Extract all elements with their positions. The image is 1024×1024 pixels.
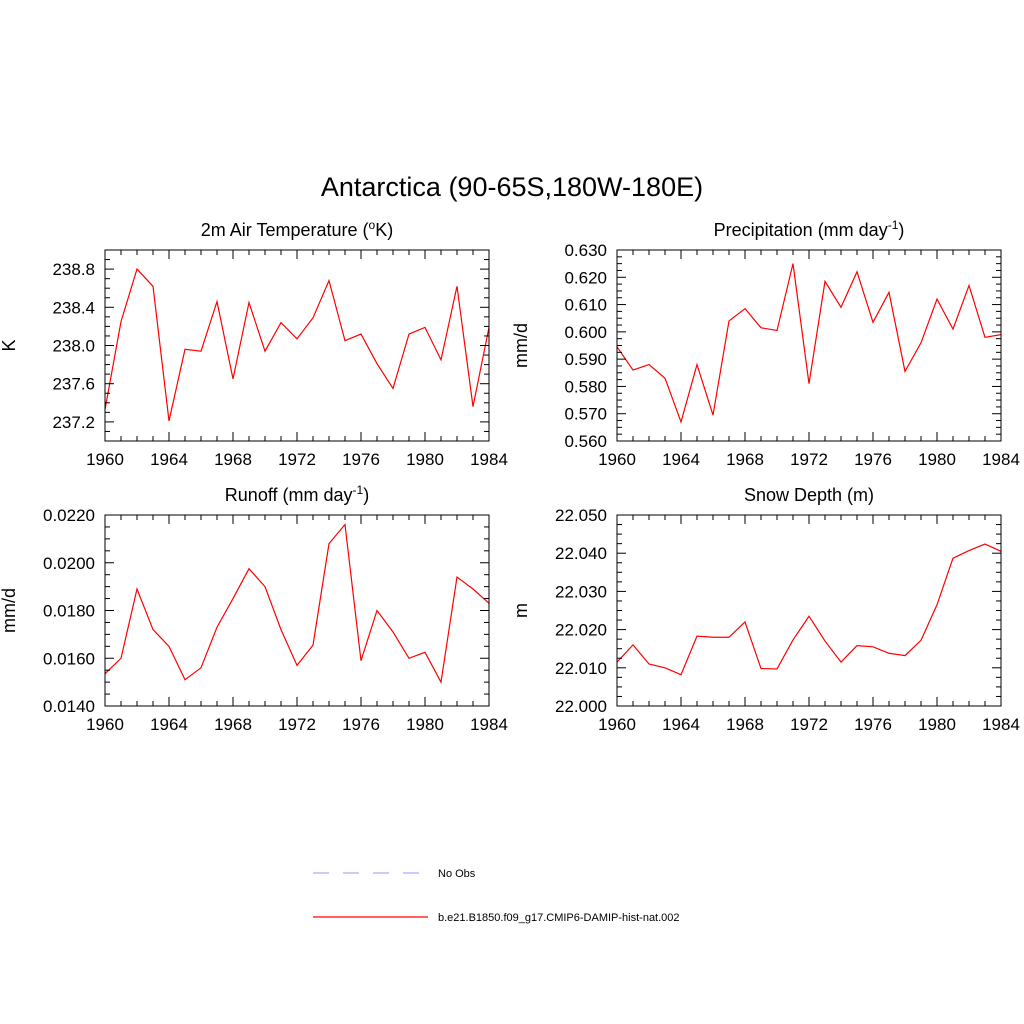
- x-tick-label: 1968: [726, 715, 764, 734]
- x-tick-label: 1960: [86, 715, 124, 734]
- y-tick-label: 0.610: [564, 296, 607, 315]
- panel-title: Snow Depth (m): [744, 485, 874, 505]
- x-tick-label: 1972: [790, 450, 828, 469]
- legend-label-2: b.e21.B1850.f09_g17.CMIP6-DAMIP-hist-nat…: [438, 912, 680, 924]
- chart-panel-3: Runoff (mm day-1) 1960 1964 1968 1972 1976 198…: [0, 483, 508, 734]
- x-tick-label: 1964: [150, 715, 188, 734]
- x-tick-label: 1984: [982, 715, 1020, 734]
- y-tick-label: 22.050: [555, 506, 607, 525]
- x-tick-label: 1976: [342, 450, 380, 469]
- x-tick-label: 1980: [406, 450, 444, 469]
- x-tick-label: 1972: [278, 450, 316, 469]
- chart-panel-4: Snow Depth (m) 1960 1964 1968 1972 1976 1980 19…: [511, 485, 1020, 734]
- series-line: [105, 267, 489, 422]
- plot-frame: [616, 249, 1002, 442]
- y-axis-label: m: [511, 603, 531, 618]
- x-tick-label: 1964: [662, 450, 700, 469]
- y-tick-label: 0.590: [564, 350, 607, 369]
- x-tick-label: 1968: [214, 715, 252, 734]
- legend-label-1: No Obs: [438, 868, 476, 880]
- x-tick-label: 1964: [150, 450, 188, 469]
- x-tick-label: 1980: [918, 715, 956, 734]
- x-tick-label: 1960: [86, 450, 124, 469]
- figure-title: Antarctica (90-65S,180W-180E): [321, 172, 703, 202]
- series-line: [617, 263, 1001, 424]
- panel-title: Precipitation (mm day-1): [714, 218, 905, 240]
- y-tick-label: 22.030: [555, 582, 607, 601]
- x-tick-label: 1984: [470, 450, 508, 469]
- y-tick-label: 0.0160: [43, 649, 95, 668]
- y-tick-label: 0.0180: [43, 602, 95, 621]
- x-tick-label: 1976: [854, 715, 892, 734]
- y-tick-label: 238.4: [52, 298, 95, 317]
- plot-frame: [104, 249, 490, 442]
- y-tick-label: 22.040: [555, 544, 607, 563]
- x-tick-label: 1960: [598, 715, 636, 734]
- y-tick-label: 238.0: [52, 337, 95, 356]
- panel-title: 2m Air Temperature (oK): [201, 218, 393, 240]
- plot-frame: [104, 514, 490, 707]
- panel-title: Runoff (mm day-1): [225, 483, 369, 505]
- x-tick-label: 1984: [982, 450, 1020, 469]
- y-tick-label: 0.0200: [43, 554, 95, 573]
- y-axis-label: K: [0, 339, 19, 351]
- y-tick-label: 0.0140: [43, 697, 95, 716]
- y-tick-label: 22.010: [555, 659, 607, 678]
- plot-frame: [616, 514, 1002, 707]
- y-tick-label: 22.020: [555, 621, 607, 640]
- y-tick-label: 0.600: [564, 323, 607, 342]
- y-tick-label: 0.560: [564, 432, 607, 451]
- chart-panels: 2m Air Temperature (oK) 1960 1964 1968 1972 1…: [0, 218, 1020, 734]
- y-tick-label: 0.0220: [43, 506, 95, 525]
- x-tick-label: 1976: [342, 715, 380, 734]
- y-tick-label: 238.8: [52, 260, 95, 279]
- chart-panel-2: Precipitation (mm day-1) 1960 1964 1968 1972…: [511, 218, 1020, 469]
- x-tick-label: 1972: [790, 715, 828, 734]
- x-tick-label: 1984: [470, 715, 508, 734]
- series-line: [105, 523, 489, 685]
- x-tick-label: 1980: [406, 715, 444, 734]
- y-tick-label: 237.2: [52, 413, 95, 432]
- y-tick-label: 0.630: [564, 241, 607, 260]
- x-tick-label: 1968: [726, 450, 764, 469]
- chart-panel-1: 2m Air Temperature (oK) 1960 1964 1968 1972 1…: [0, 218, 508, 469]
- y-tick-label: 0.620: [564, 268, 607, 287]
- y-tick-label: 237.6: [52, 375, 95, 394]
- x-tick-label: 1960: [598, 450, 636, 469]
- x-tick-label: 1968: [214, 450, 252, 469]
- y-tick-label: 0.580: [564, 377, 607, 396]
- x-tick-label: 1964: [662, 715, 700, 734]
- y-tick-label: 22.000: [555, 697, 607, 716]
- x-tick-label: 1980: [918, 450, 956, 469]
- series-line: [617, 543, 1001, 676]
- y-tick-label: 0.570: [564, 405, 607, 424]
- y-axis-label: mm/d: [511, 323, 531, 368]
- y-axis-label: mm/d: [0, 588, 19, 633]
- x-tick-label: 1972: [278, 715, 316, 734]
- legend: No Obs b.e21.B1850.f09_g17.CMIP6-DAMIP-hi…: [313, 868, 680, 924]
- x-tick-label: 1976: [854, 450, 892, 469]
